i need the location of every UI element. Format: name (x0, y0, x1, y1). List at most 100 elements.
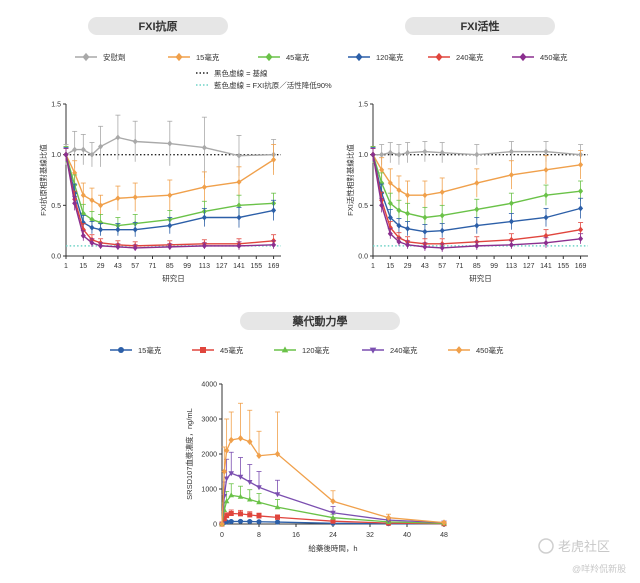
data-point (474, 206, 480, 213)
y-tick-label: 0.0 (358, 254, 368, 261)
data-point (543, 239, 549, 246)
data-point (256, 485, 262, 491)
x-tick-label: 8 (257, 532, 261, 539)
data-point (89, 151, 95, 158)
x-tick-label: 169 (575, 263, 587, 270)
data-point (422, 148, 428, 155)
data-point (330, 514, 336, 520)
data-point (238, 518, 243, 524)
data-point (115, 134, 121, 141)
data-point (238, 511, 243, 517)
data-point (330, 518, 336, 524)
data-point (508, 200, 514, 207)
data-point (379, 151, 385, 158)
chart-title-pill-antigen (88, 17, 228, 35)
data-point (98, 226, 104, 233)
data-point (228, 511, 234, 516)
chart-title-activity: FXI活性 (460, 19, 499, 33)
x-tick-label: 155 (557, 263, 569, 270)
data-point (396, 151, 402, 158)
data-point (247, 496, 253, 502)
legend-label: 安慰劑 (103, 52, 126, 62)
data-point (98, 219, 104, 226)
legend-marker (200, 347, 206, 353)
x-tick-label: 40 (403, 532, 411, 539)
data-point (228, 471, 234, 477)
data-point (578, 226, 584, 233)
x-tick-label: 32 (366, 532, 374, 539)
data-point (236, 152, 242, 159)
y-tick-label: 0.0 (51, 254, 61, 261)
data-point (439, 244, 445, 251)
x-tick-label: 71 (149, 263, 157, 270)
pk-legend-item: 240毫克 (362, 345, 418, 355)
data-point (543, 148, 549, 155)
legend-note-blue: 藍色虛線 = FXI抗原／活性降低90% (214, 80, 332, 90)
y-tick-label: 1.0 (51, 152, 61, 159)
data-point (385, 514, 392, 521)
data-point (387, 149, 393, 156)
data-point (201, 144, 207, 151)
legend-label: 120毫克 (376, 52, 404, 62)
data-point (387, 200, 393, 207)
x-tick-label: 29 (97, 263, 105, 270)
x-tick-label: 0 (220, 532, 224, 539)
legend-label: 240毫克 (456, 52, 484, 62)
legend-marker (519, 52, 527, 62)
chart-title-pk: 藥代動力學 (292, 314, 348, 328)
x-tick-label: 169 (268, 263, 280, 270)
watermark: 老虎社区 @咩羚侃新股 (538, 538, 626, 574)
y-axis-label: FXI抗原相對基線比值 (38, 144, 48, 216)
legend-label: 45毫克 (220, 345, 244, 355)
legend-label: 240毫克 (390, 345, 418, 355)
data-point (387, 230, 393, 237)
x-tick-label: 16 (292, 532, 300, 539)
data-point (132, 226, 138, 233)
x-axis-label: 研究日 (162, 273, 185, 283)
data-point (256, 513, 262, 519)
x-axis-label: 研究日 (469, 273, 492, 283)
data-point (80, 232, 86, 239)
chart-fxi-antigen: 0.0 0.5 1.0 1.5 1 15 29 43 57 71 85 99 113 127 141 155 1… (38, 102, 281, 283)
data-point (89, 216, 95, 223)
data-point (237, 474, 244, 480)
data-point (275, 514, 280, 520)
x-tick-label: 1 (64, 263, 68, 270)
pk-legend-item: 15毫克 (110, 345, 162, 355)
pk-legend-item: 450毫克 (448, 345, 504, 355)
y-tick-label: 0.5 (51, 203, 61, 210)
data-point (223, 476, 230, 482)
legend-label: 45毫克 (286, 52, 310, 62)
x-tick-label: 99 (490, 263, 498, 270)
data-point (98, 242, 104, 249)
legend-item: 45毫克 (258, 52, 310, 62)
legend-label: 120毫克 (302, 345, 330, 355)
data-point (441, 519, 447, 526)
data-point (271, 207, 277, 214)
legend-marker (355, 52, 363, 62)
pk-legend-item: 120毫克 (274, 345, 330, 355)
legend-marker (82, 52, 90, 62)
data-point (72, 146, 78, 153)
data-point (237, 493, 244, 499)
data-point (201, 242, 207, 249)
x-tick-label: 1 (371, 263, 375, 270)
data-point (256, 499, 262, 505)
data-point (237, 435, 244, 442)
data-point (379, 180, 385, 187)
series-0 (63, 114, 277, 178)
x-tick-label: 48 (440, 532, 448, 539)
y-axis-label: FXI活性相對基線比值 (345, 144, 355, 216)
legend-marker (435, 52, 443, 62)
data-point (271, 156, 277, 163)
pk-series-4 (219, 402, 447, 528)
data-point (89, 224, 95, 231)
data-point (508, 218, 514, 225)
legend-note-black: 黑色虛線 = 基線 (214, 68, 268, 78)
x-tick-label: 57 (131, 263, 139, 270)
x-tick-label: 141 (540, 263, 552, 270)
data-point (370, 151, 376, 158)
data-point (330, 510, 336, 516)
y-tick-label: 3000 (201, 417, 217, 424)
data-point (223, 447, 230, 454)
